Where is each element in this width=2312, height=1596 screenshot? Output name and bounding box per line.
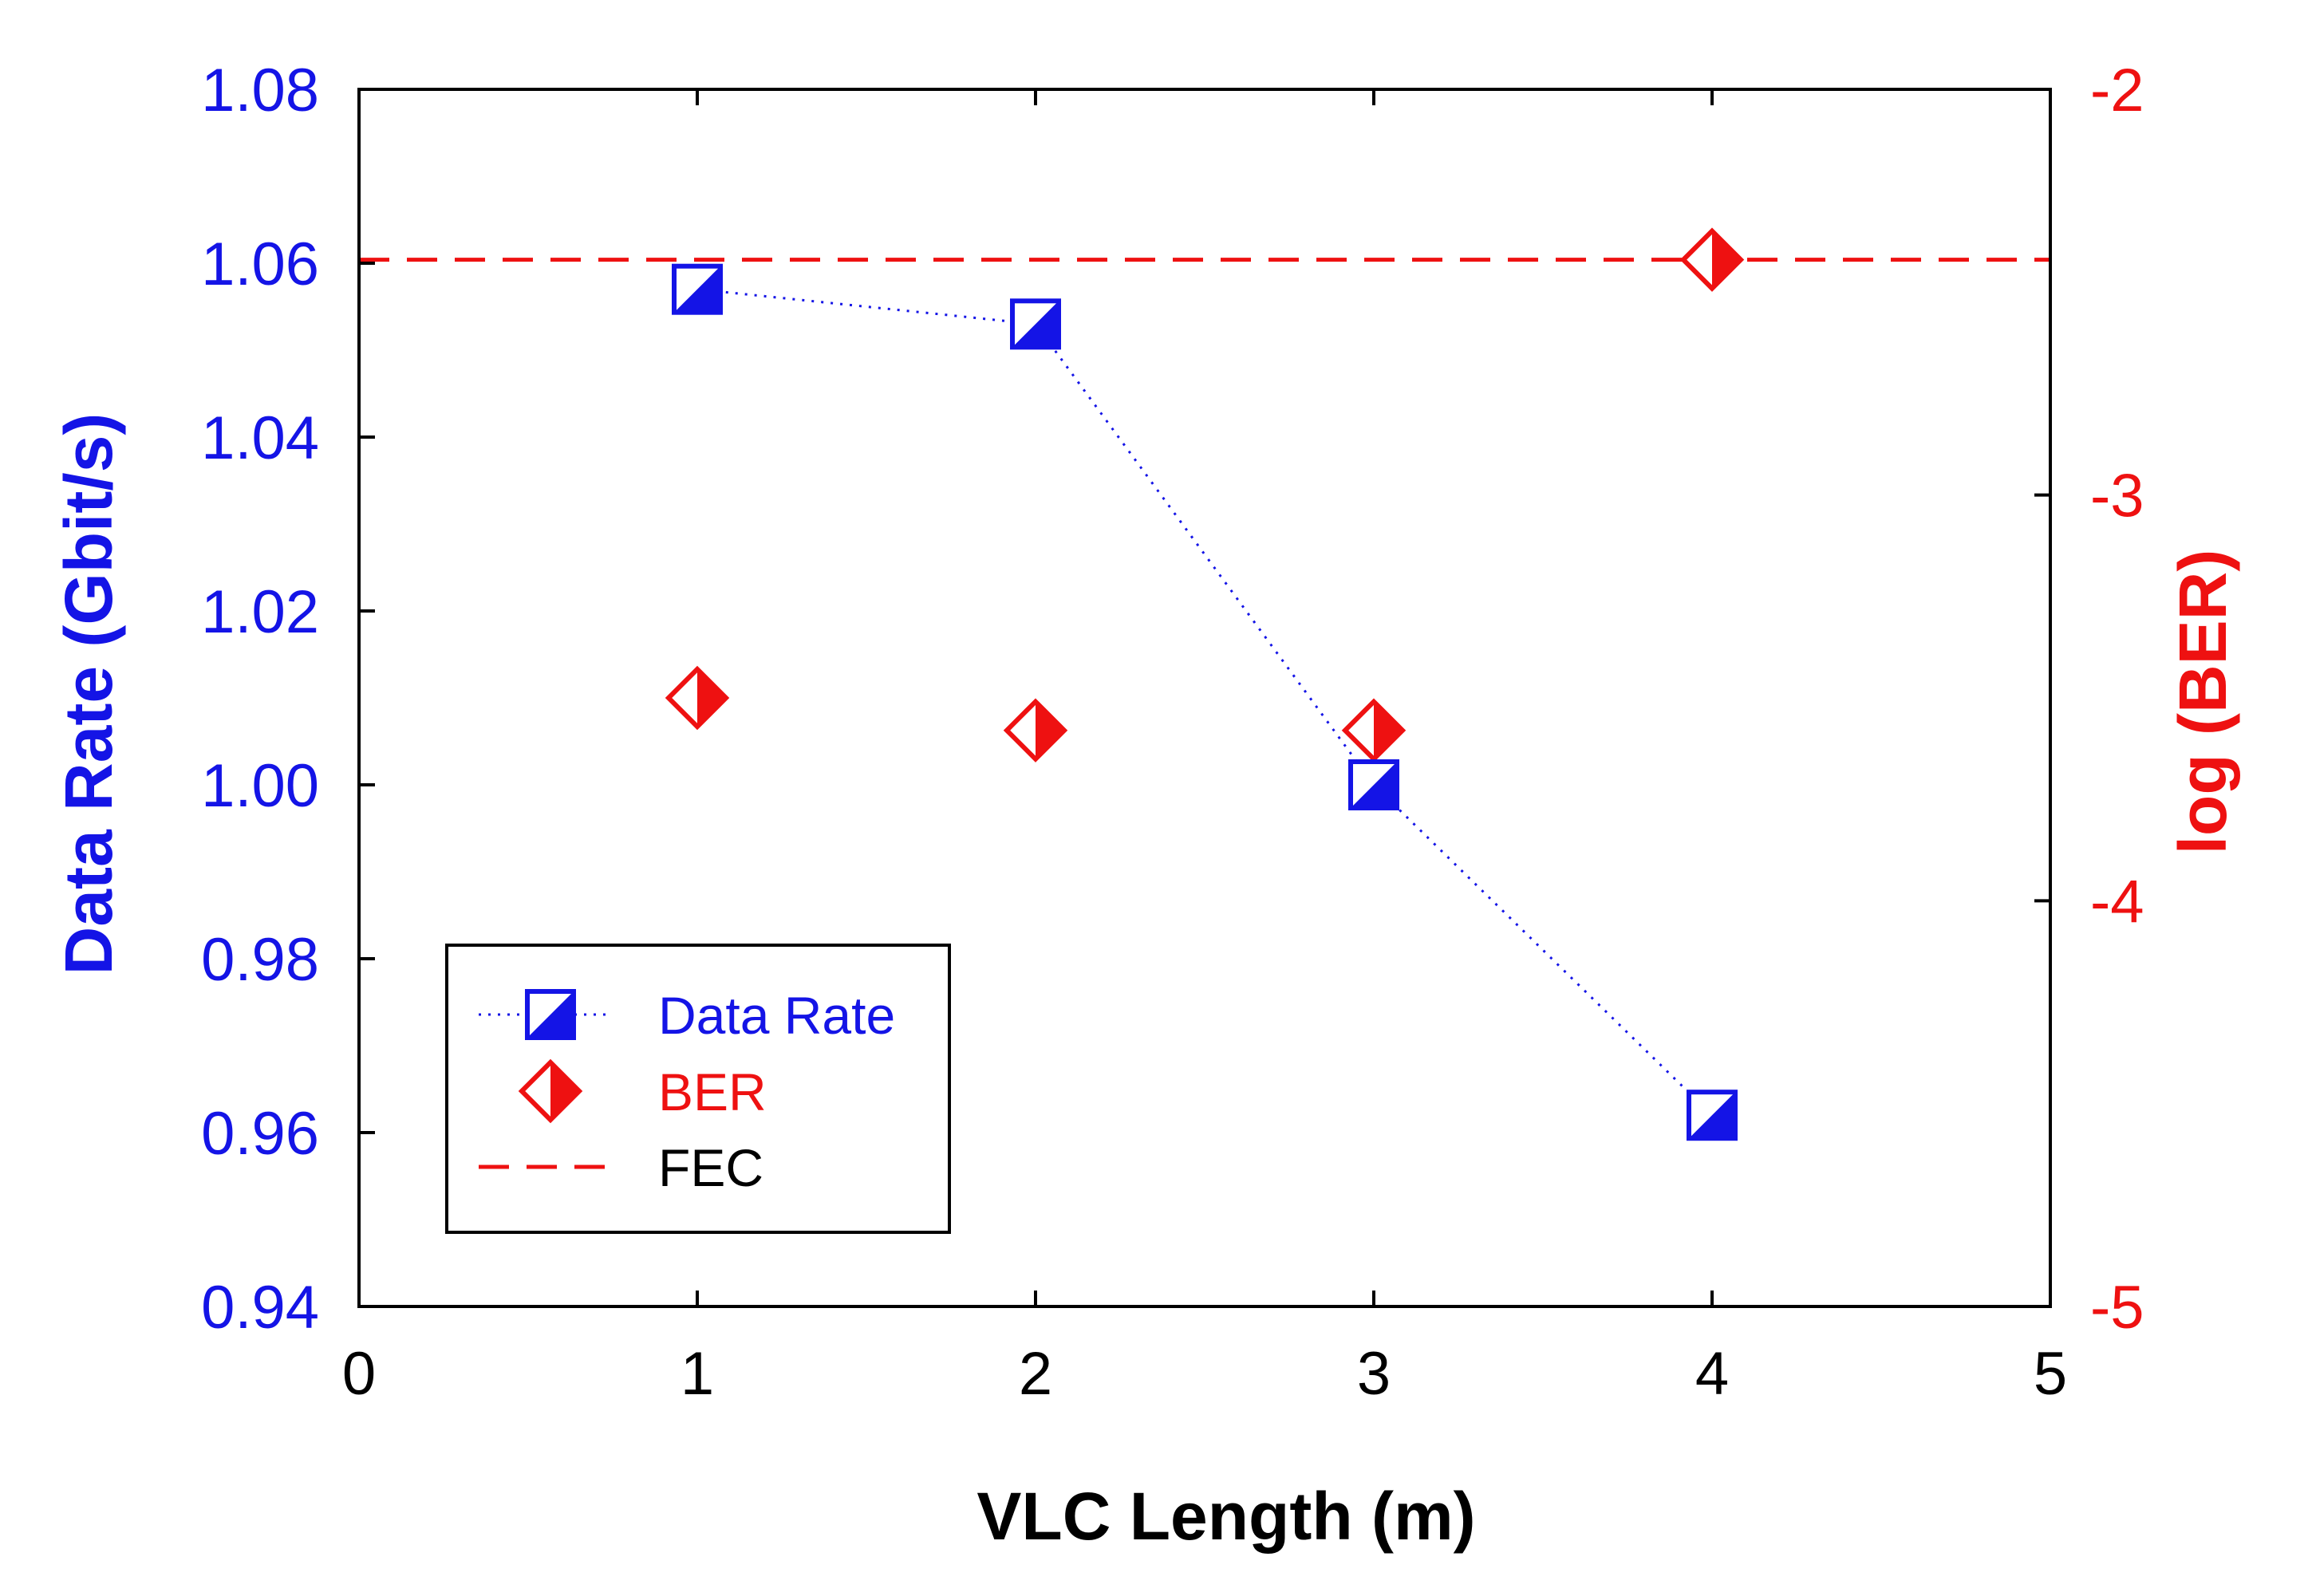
data-rate-point-fill	[1351, 762, 1397, 808]
data-layer	[359, 227, 2050, 1141]
y-left-tick-label: 0.96	[201, 1100, 319, 1168]
y-left-tick-label: 0.98	[201, 926, 319, 994]
y-left-tick-label: 1.08	[201, 57, 319, 124]
ber-point-fill	[1712, 231, 1741, 289]
x-tick-label: 4	[1695, 1340, 1729, 1408]
y-left-tick-label: 1.00	[201, 752, 319, 820]
x-tick-label: 5	[2034, 1340, 2067, 1408]
legend: Data Rate BER FEC	[445, 944, 951, 1234]
data-rate-point-fill	[1012, 301, 1059, 348]
legend-data-rate-label: Data Rate	[658, 986, 895, 1045]
x-axis-title: VLC Length (m)	[976, 1479, 1475, 1554]
x-tick-label: 1	[681, 1340, 714, 1408]
x-tick-label: 3	[1357, 1340, 1391, 1408]
data-rate-point-fill	[674, 266, 720, 313]
legend-ber-marker	[518, 1058, 583, 1124]
ticks-layer: 0 1 2 3 4 5 0.94 0.96 0.98 1.00 1.02 1.04 1.06 1.08 -5…	[201, 57, 2144, 1408]
legend-data-rate-marker	[525, 989, 576, 1040]
legend-data-rate-square-fill	[527, 991, 574, 1038]
legend-ber-diamond-fill	[550, 1062, 579, 1120]
y-left-tick-label: 0.94	[201, 1274, 319, 1342]
data-rate-point-fill	[1689, 1092, 1735, 1139]
ber-point-fill	[1374, 701, 1403, 759]
legend-fec-label: FEC	[658, 1138, 763, 1197]
x-tick-label: 0	[342, 1340, 376, 1408]
y-right-tick-label: -4	[2090, 868, 2144, 936]
y-right-tick-label: -2	[2090, 57, 2144, 124]
y-axis-left-title: Data Rate (Gbit/s)	[51, 413, 126, 975]
y-axis-right-title: log (BER)	[2165, 550, 2240, 855]
plot-frame	[357, 88, 2052, 1308]
y-right-tick-label: -3	[2090, 463, 2144, 530]
legend-ber-label: BER	[658, 1062, 767, 1121]
ber-point-fill	[697, 669, 726, 727]
y-left-tick-label: 1.04	[201, 404, 319, 472]
y-left-tick-label: 1.02	[201, 578, 319, 646]
x-tick-label: 2	[1019, 1340, 1052, 1408]
y-right-tick-label: -5	[2090, 1274, 2144, 1342]
y-left-tick-label: 1.06	[201, 231, 319, 298]
ber-point-fill	[1036, 701, 1064, 759]
